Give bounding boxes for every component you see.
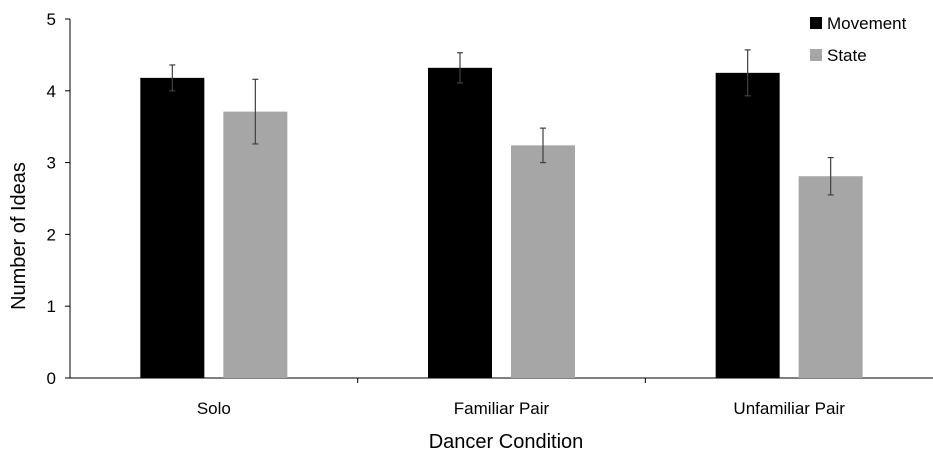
y-ticks: 0 1 2 3 4 5 [47,10,70,388]
bar [140,77,205,378]
y-tick-label: 3 [47,154,56,173]
bars [140,67,863,378]
y-tick-label: 5 [47,10,56,29]
bar [798,176,863,378]
error-bars [169,49,834,196]
y-tick-label: 1 [47,297,56,316]
legend-label-movement: Movement [827,14,907,33]
x-ticks: Solo Familiar Pair Unfamiliar Pair [197,378,845,418]
legend: Movement State [810,14,907,65]
y-axis-title: Number of Ideas [8,162,30,310]
bar [511,145,575,378]
legend-label-state: State [827,46,867,65]
bar [428,67,492,378]
x-tick-label: Familiar Pair [454,399,550,418]
bar [223,111,288,378]
bar [715,72,780,378]
y-tick-label: 2 [47,225,56,244]
x-tick-label: Solo [197,399,231,418]
y-tick-label: 0 [47,369,56,388]
x-axis-title: Dancer Condition [429,431,584,453]
legend-swatch-movement [810,17,822,29]
legend-swatch-state [810,49,822,61]
x-tick-label: Unfamiliar Pair [733,399,845,418]
y-tick-label: 4 [47,82,56,101]
